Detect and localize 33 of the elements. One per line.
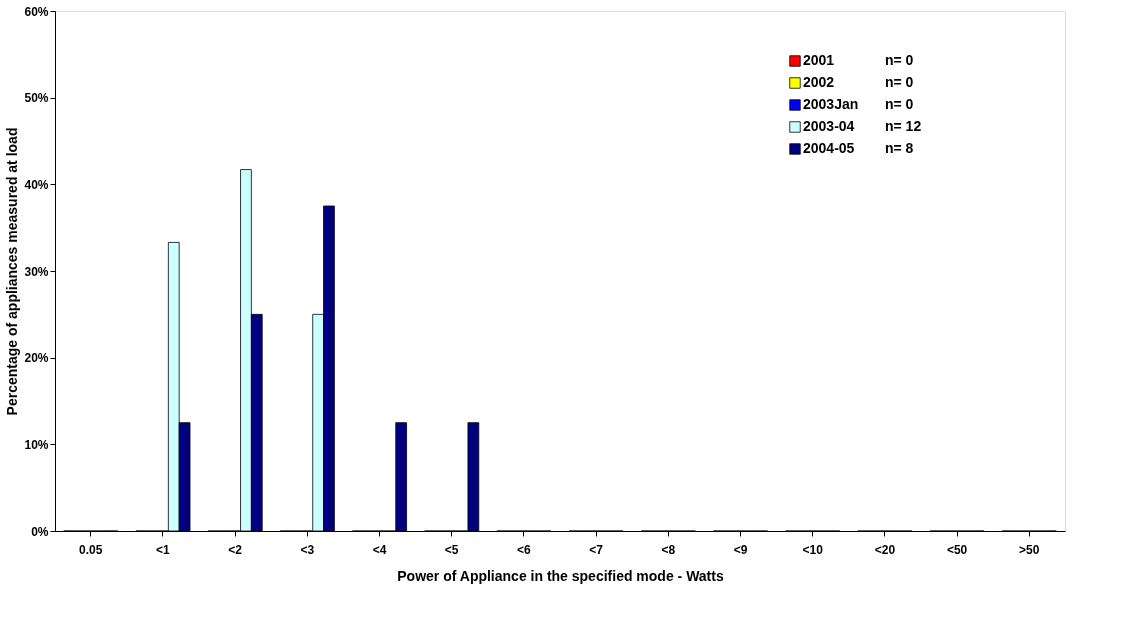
x-tick-label: <7 <box>589 542 604 557</box>
legend-label: 2003Jan <box>803 96 859 112</box>
x-tick-label: >50 <box>1019 542 1040 557</box>
x-tick-label: <8 <box>661 542 676 557</box>
y-tick-label: 50% <box>24 91 49 106</box>
legend-label: 2003-04 <box>803 118 855 134</box>
y-tick-label: 0% <box>31 524 49 539</box>
annotation: n= 0 <box>885 96 914 112</box>
annotation: n= 12 <box>885 118 922 134</box>
x-tick-label: <10 <box>802 542 824 557</box>
x-tick-label: <1 <box>156 542 171 557</box>
x-tick-label: <20 <box>874 542 896 557</box>
annotation: n= 8 <box>885 140 914 156</box>
y-axis-title: Percentage of appliances measured at load <box>4 127 21 416</box>
x-tick-label: 0.05 <box>79 542 103 557</box>
annotation: n= 0 <box>885 74 914 90</box>
y-tick-label: 60% <box>24 4 49 19</box>
y-tick-label: 30% <box>24 264 49 279</box>
y-tick-label: 10% <box>24 437 49 452</box>
x-tick-label: <3 <box>300 542 315 557</box>
legend-label: 2001 <box>803 52 835 68</box>
y-tick-label: 20% <box>24 351 49 366</box>
y-tick-label: 40% <box>24 177 49 192</box>
x-axis-title: Power of Appliance in the specified mode - Watts <box>397 567 724 584</box>
x-tick-label: <2 <box>228 542 243 557</box>
x-tick-label: <50 <box>946 542 968 557</box>
x-tick-label: <5 <box>444 542 459 557</box>
x-tick-label: <4 <box>372 542 387 557</box>
x-tick-label: <6 <box>517 542 532 557</box>
legend-label: 2004-05 <box>803 140 855 156</box>
legend-label: 2002 <box>803 74 835 90</box>
annotation: n= 0 <box>885 52 914 68</box>
x-tick-label: <9 <box>733 542 748 557</box>
